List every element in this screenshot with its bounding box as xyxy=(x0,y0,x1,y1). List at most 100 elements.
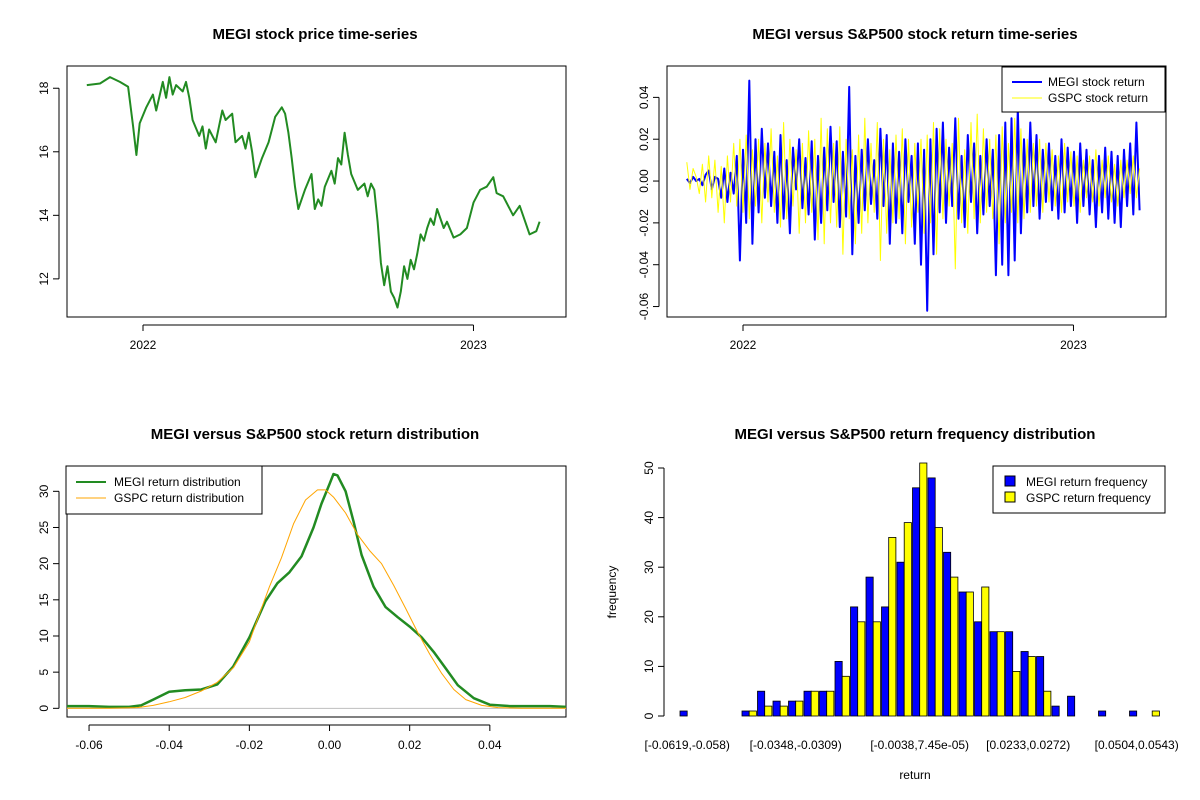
frequency-legend: MEGI return frequency GSPC return freque… xyxy=(992,465,1166,514)
frequency-axis-ticks: 0 10 20 30 40 50 [-0.0619,-0.058) [-0.0348,-0.0… xyxy=(642,461,1179,752)
megi-frequency-bar xyxy=(927,477,936,717)
megi-frequency-bar xyxy=(1129,710,1138,717)
frequency-y-axis-label: frequency xyxy=(605,566,619,619)
gspc-frequency-bar xyxy=(826,690,835,717)
density-series-lines xyxy=(67,472,567,709)
returns-chart: MEGI versus S&P500 stock return time-ser… xyxy=(637,26,1167,352)
gspc-frequency-bar xyxy=(748,710,757,717)
gspc-frequency-bar xyxy=(996,631,1005,717)
frequency-x-tick-label: [-0.0038,7.45e-05) xyxy=(870,738,969,752)
gspc-frequency-bar xyxy=(965,591,974,717)
returns-legend: MEGI stock return GSPC stock return xyxy=(1001,66,1166,113)
density-y-tick-label: 10 xyxy=(37,629,51,643)
returns-legend-label-megi: MEGI stock return xyxy=(1048,75,1145,89)
returns-x-tick-label: 2022 xyxy=(730,338,757,352)
megi-frequency-bar xyxy=(896,561,905,717)
density-axis-ticks: 0 5 10 15 20 25 30 -0.06 -0.04 -0.02 0.00 0.02 0.04 xyxy=(37,484,502,752)
gspc-frequency-bar xyxy=(1012,671,1021,717)
price-chart: MEGI stock price time-series 12 14 16 18 202… xyxy=(37,26,567,352)
megi-frequency-bar xyxy=(943,551,952,717)
frequency-x-tick-label: [-0.0348,-0.0309) xyxy=(750,738,842,752)
returns-series-megi xyxy=(686,79,1141,312)
megi-frequency-bar xyxy=(819,690,828,717)
returns-legend-label-gspc: GSPC stock return xyxy=(1048,91,1148,105)
density-x-tick-label: -0.02 xyxy=(236,738,264,752)
density-chart: MEGI versus S&P500 stock return distribu… xyxy=(37,426,567,752)
gspc-frequency-bar xyxy=(810,690,819,717)
gspc-frequency-bar xyxy=(1151,710,1160,717)
frequency-x-tick-label: [-0.0619,-0.058) xyxy=(645,738,730,752)
megi-frequency-bar xyxy=(974,621,983,717)
megi-frequency-bar xyxy=(865,576,874,717)
frequency-x-tick-label: [0.0504,0.0543) xyxy=(1095,738,1179,752)
gspc-frequency-bar xyxy=(1043,690,1052,717)
price-chart-title: MEGI stock price time-series xyxy=(212,26,417,43)
megi-frequency-bar xyxy=(958,591,967,717)
price-x-tick-label: 2023 xyxy=(460,338,487,352)
price-series-megi xyxy=(86,76,541,309)
frequency-x-axis-label: return xyxy=(899,768,930,782)
price-y-tick-label: 18 xyxy=(37,81,51,95)
density-x-tick-label: 0.04 xyxy=(478,738,502,752)
gspc-frequency-bar xyxy=(857,621,866,717)
density-x-tick-label: 0.00 xyxy=(318,738,342,752)
megi-frequency-bar xyxy=(741,710,750,717)
density-legend-box xyxy=(65,465,263,515)
gspc-frequency-bar xyxy=(779,705,788,717)
megi-frequency-bar xyxy=(1051,705,1060,717)
megi-frequency-bar xyxy=(1098,710,1107,717)
returns-chart-title: MEGI versus S&P500 stock return time-ser… xyxy=(752,26,1077,43)
gspc-frequency-bar xyxy=(919,462,928,717)
megi-frequency-bar xyxy=(1005,631,1014,717)
frequency-y-tick-label: 30 xyxy=(642,560,656,574)
density-y-tick-label: 25 xyxy=(37,520,51,534)
density-y-tick-label: 30 xyxy=(37,484,51,498)
returns-y-tick-label: 0.02 xyxy=(637,127,651,151)
megi-frequency-bar xyxy=(679,710,688,717)
density-x-tick-label: -0.04 xyxy=(156,738,184,752)
gspc-frequency-bar xyxy=(795,700,804,717)
frequency-legend-swatch-megi xyxy=(1004,475,1016,487)
megi-frequency-bar xyxy=(881,606,890,717)
megi-frequency-bar xyxy=(989,631,998,717)
frequency-y-tick-label: 10 xyxy=(642,659,656,673)
gspc-frequency-bar xyxy=(888,537,897,717)
gspc-frequency-bar xyxy=(764,705,773,717)
density-x-tick-label: -0.06 xyxy=(75,738,103,752)
megi-frequency-bar xyxy=(803,690,812,717)
frequency-y-tick-label: 50 xyxy=(642,461,656,475)
returns-y-tick-label: -0.04 xyxy=(637,251,651,279)
gspc-frequency-bar xyxy=(950,576,959,717)
gspc-frequency-bar xyxy=(841,675,850,717)
density-x-tick-label: 0.02 xyxy=(398,738,422,752)
gspc-frequency-bar xyxy=(981,586,990,717)
frequency-bars xyxy=(679,462,1160,717)
returns-legend-box xyxy=(1001,66,1166,113)
megi-frequency-bar xyxy=(757,690,766,717)
megi-frequency-bar xyxy=(850,606,859,717)
frequency-legend-box xyxy=(992,465,1166,514)
density-series-gspc xyxy=(67,489,566,709)
megi-frequency-bar xyxy=(1020,651,1029,717)
density-plot-frame xyxy=(66,465,567,718)
gspc-frequency-bar xyxy=(872,621,881,717)
price-y-tick-label: 12 xyxy=(37,272,51,286)
returns-plot-frame xyxy=(666,65,1167,318)
density-legend-label-gspc: GSPC return distribution xyxy=(114,491,244,505)
price-axis-ticks: 12 14 16 18 2022 2023 xyxy=(37,81,487,352)
returns-axis-ticks: -0.06 -0.04 -0.02 0.00 0.02 0.04 2022 2023 xyxy=(637,85,1087,352)
frequency-legend-label-gspc: GSPC return frequency xyxy=(1026,491,1151,505)
frequency-chart-title: MEGI versus S&P500 return frequency dist… xyxy=(735,426,1096,443)
returns-series-gspc xyxy=(686,113,1141,270)
frequency-chart: MEGI versus S&P500 return frequency dist… xyxy=(605,426,1179,782)
megi-frequency-bar xyxy=(834,661,843,717)
price-y-tick-label: 16 xyxy=(37,145,51,159)
returns-x-tick-label: 2023 xyxy=(1060,338,1087,352)
density-series-megi xyxy=(67,472,567,709)
price-series-lines xyxy=(86,76,541,309)
frequency-y-tick-label: 40 xyxy=(642,511,656,525)
returns-y-tick-label: 0.00 xyxy=(637,169,651,193)
megi-frequency-bar xyxy=(772,700,781,717)
returns-y-tick-label: -0.06 xyxy=(637,293,651,321)
